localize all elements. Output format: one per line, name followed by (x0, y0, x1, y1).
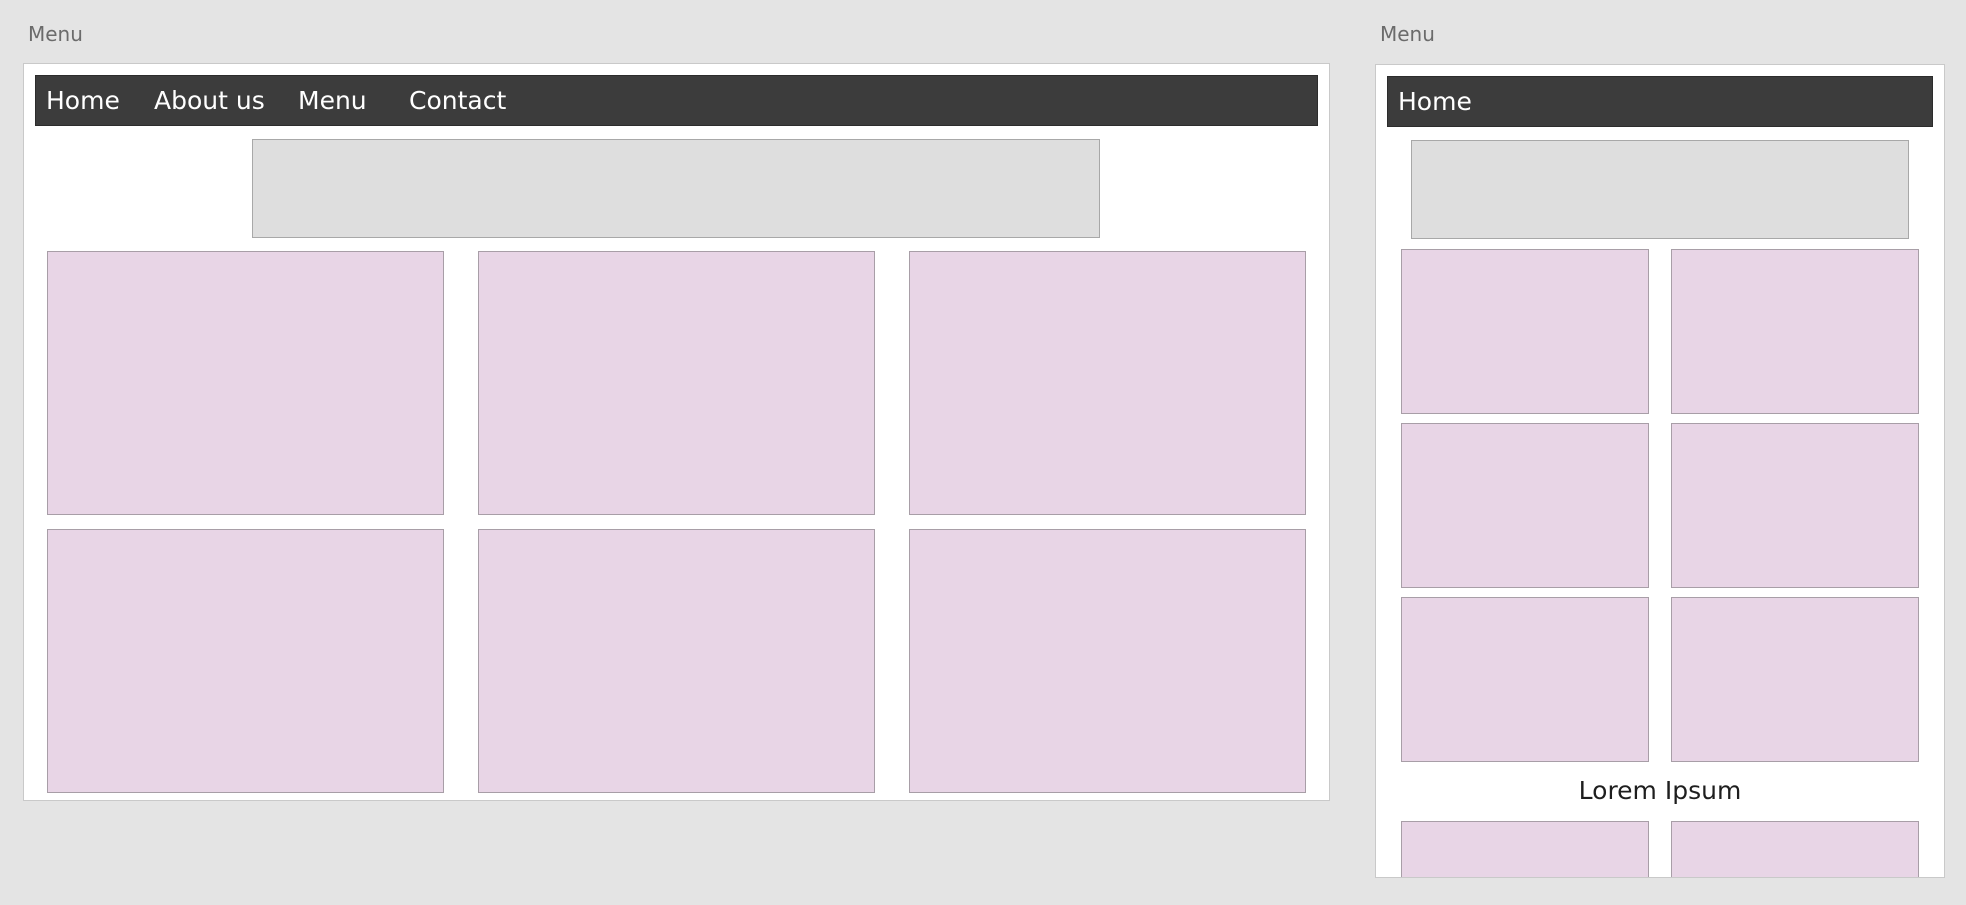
desktop-card-3[interactable] (909, 251, 1306, 515)
desktop-card-5[interactable] (478, 529, 875, 793)
mobile-card-2[interactable] (1671, 249, 1919, 414)
desktop-card-1[interactable] (47, 251, 444, 515)
nav-item-menu[interactable]: Menu (298, 86, 367, 115)
mobile-card-6[interactable] (1671, 597, 1919, 762)
mobile-section-heading: Lorem Ipsum (1578, 776, 1742, 805)
nav-item-home[interactable]: Home (46, 86, 120, 115)
mobile-artboard: Home Lorem Ipsum (1375, 64, 1945, 878)
mobile-card-8[interactable] (1671, 821, 1919, 877)
mobile-card-5[interactable] (1401, 597, 1649, 762)
desktop-hero-banner (252, 139, 1100, 238)
mobile-card-3[interactable] (1401, 423, 1649, 588)
mobile-artboard-label: Menu (1380, 22, 1435, 46)
desktop-card-6[interactable] (909, 529, 1306, 793)
nav-item-about-us[interactable]: About us (154, 86, 265, 115)
mobile-card-7[interactable] (1401, 821, 1649, 877)
mobile-card-4[interactable] (1671, 423, 1919, 588)
mobile-navbar: Home (1387, 76, 1933, 127)
nav-item-contact[interactable]: Contact (409, 86, 507, 115)
nav-item-home[interactable]: Home (1398, 87, 1472, 116)
desktop-navbar: Home About us Menu Contact (35, 75, 1318, 126)
desktop-card-4[interactable] (47, 529, 444, 793)
mobile-card-1[interactable] (1401, 249, 1649, 414)
mobile-hero-banner (1411, 140, 1909, 239)
desktop-artboard-label: Menu (28, 22, 83, 46)
desktop-card-2[interactable] (478, 251, 875, 515)
desktop-artboard: Home About us Menu Contact (23, 63, 1330, 801)
